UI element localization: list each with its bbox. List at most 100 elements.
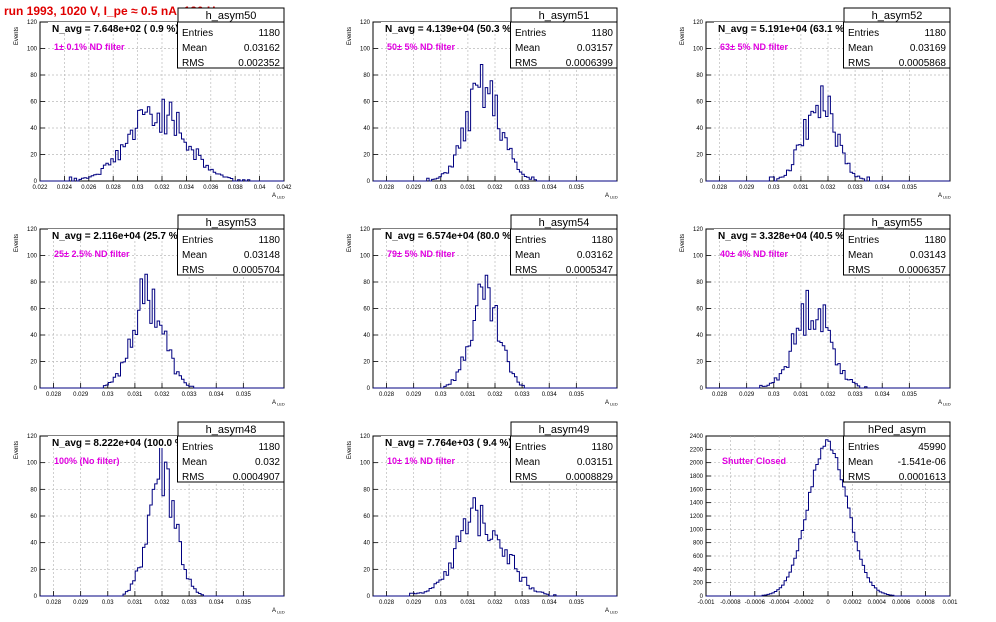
y-axis-title: Events [347,27,353,45]
x-tick-label: 0.034 [875,185,891,191]
x-tick-label: 0.03 [435,185,447,191]
stats-label: Mean [848,43,873,54]
stats-label: Mean [848,250,873,261]
x-tick-label: 0.035 [569,392,585,398]
x-tick-label: -0.001 [697,600,715,606]
stats-value: 0.0004907 [233,472,281,483]
stats-box [510,21,618,69]
filter-annotation: 79± 5% ND filter [387,249,455,259]
stats-value: 0.03157 [577,43,614,54]
stats-label: Entries [182,28,213,39]
y-tick-label: 200 [693,581,704,587]
y-tick-label: 60 [30,100,37,106]
x-tick-label: 0.0008 [916,600,935,606]
stats-value: 1180 [258,28,280,39]
stats-value: 0.002352 [238,58,280,69]
x-tick-label: 0.034 [542,392,558,398]
n-avg-title: N_avg = 2.116e+04 (25.7 %) [52,231,181,242]
x-tick-label: 0.034 [542,600,558,606]
x-tick-label: 0.032 [820,392,836,398]
filter-annotation: 63± 5% ND filter [720,42,788,52]
stats-box [177,21,285,69]
histogram-panel-h_asym52: 0.028 0.029 0.03 0.031 0.032 0.033 0.034 0.035 0… [680,7,951,200]
y-tick-label: 0 [367,386,371,392]
stats-label: Mean [182,250,207,261]
y-tick-label: 0 [34,594,38,600]
x-tick-label: 0.001 [942,600,958,606]
filter-annotation: 50± 5% ND filter [387,42,455,52]
y-tick-label: 120 [360,434,371,440]
x-tick-label: 0.026 [81,185,97,191]
y-axis-title: Events [680,234,686,252]
x-axis-title: ALED [938,400,951,407]
y-tick-label: 20 [30,153,37,159]
x-tick-label: 0.034 [179,185,195,191]
x-tick-label: 0.03 [435,392,447,398]
histogram-name: h_asym54 [539,217,590,229]
stats-value: 1180 [591,28,613,39]
y-tick-label: 100 [693,254,704,260]
y-tick-label: 100 [360,47,371,53]
y-tick-label: 100 [27,461,38,467]
y-tick-label: 400 [693,567,704,573]
y-axis-title: Events [347,441,353,459]
x-axis-title: ALED [272,193,285,200]
x-tick-label: 0.028 [712,185,728,191]
y-tick-label: 1400 [690,501,704,507]
histogram-name: h_asym52 [872,10,923,22]
x-tick-label: 0.031 [127,600,143,606]
x-tick-label: 0.035 [569,600,585,606]
y-tick-label: 80 [363,280,370,286]
y-tick-label: 1200 [690,514,704,520]
y-tick-label: 0 [34,179,38,185]
stats-box [510,435,618,483]
x-tick-label: 0.028 [46,600,62,606]
histogram-name: h_asym55 [872,217,923,229]
histogram-panel-h_asym48: 0.028 0.029 0.03 0.031 0.032 0.033 0.034 0.035 0… [14,421,285,615]
stats-value: 1180 [924,235,946,246]
y-tick-label: 120 [27,227,38,233]
y-tick-label: 60 [363,100,370,106]
stats-value: 0.03162 [577,250,614,261]
stats-value: 0.0001613 [899,472,947,483]
y-tick-label: 120 [27,20,38,26]
x-axis-title: ALED [605,400,618,407]
x-tick-label: 0.035 [902,185,918,191]
histogram-series [40,273,284,389]
x-tick-label: 0.029 [406,600,422,606]
stats-label: RMS [515,472,538,483]
x-tick-label: -0.0008 [720,600,741,606]
histogram-series [706,289,950,389]
y-tick-label: 0 [367,179,371,185]
histogram-series [706,439,950,597]
y-tick-label: 100 [27,254,38,260]
stats-value: 1180 [591,442,613,453]
stats-box [177,228,285,276]
x-tick-label: 0.032 [487,392,503,398]
x-axis-title: ALED [605,608,618,615]
n-avg-title: N_avg = 3.328e+04 (40.5 %) [718,231,848,242]
histogram-name: h_asym49 [539,424,590,436]
y-tick-label: 40 [363,333,370,339]
x-tick-label: 0.034 [209,392,225,398]
x-axis-title: ALED [272,400,285,407]
stats-box [177,435,285,483]
x-tick-label: 0.028 [379,392,395,398]
x-tick-label: 0.031 [793,392,809,398]
x-tick-label: 0.033 [515,185,531,191]
y-tick-label: 80 [696,280,703,286]
x-tick-label: 0.033 [515,392,531,398]
histogram-series [40,437,284,597]
y-tick-label: 20 [696,153,703,159]
y-tick-label: 60 [30,514,37,520]
stats-label: RMS [182,58,205,69]
stats-value: -1.541e-06 [898,457,947,468]
x-tick-label: 0.028 [46,392,62,398]
stats-value: 1180 [591,235,613,246]
y-tick-label: 2200 [690,447,704,453]
histogram-panel-h_asym53: 0.028 0.029 0.03 0.031 0.032 0.033 0.034 0.035 0… [14,214,285,407]
x-tick-label: 0.038 [228,185,244,191]
x-tick-label: 0.0004 [868,600,887,606]
y-tick-label: 80 [30,73,37,79]
